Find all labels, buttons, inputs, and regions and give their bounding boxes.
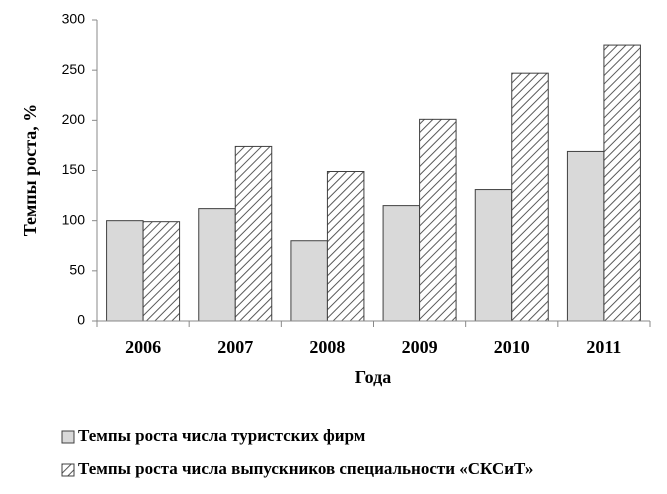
x-tick-label: 2006: [125, 337, 161, 357]
y-axis-title: Темпы роста, %: [20, 104, 40, 237]
x-tick-label: 2010: [494, 337, 530, 357]
x-tick-label: 2007: [217, 337, 253, 357]
bar: [566, 150, 605, 322]
x-tick-label: 2009: [402, 337, 438, 357]
y-tick-label: 300: [62, 11, 86, 27]
bar: [198, 208, 236, 322]
y-tick-label: 100: [62, 211, 86, 227]
legend-swatch: [61, 463, 75, 477]
bar: [142, 221, 181, 322]
x-tick-label: 2011: [586, 337, 621, 357]
bar: [382, 205, 421, 322]
bar: [290, 240, 328, 322]
bar: [511, 72, 549, 322]
bar: [106, 220, 144, 322]
y-tick-label: 150: [62, 161, 86, 177]
x-axis-title: Года: [355, 367, 391, 387]
y-tick-label: 200: [62, 111, 86, 127]
legend-label: Темпы роста числа туристских фирм: [78, 426, 366, 445]
y-tick-label: 50: [69, 262, 85, 278]
y-tick-label: 250: [62, 61, 86, 77]
bar: [234, 145, 273, 322]
x-tick-label: 2008: [309, 337, 345, 357]
bar: [603, 44, 641, 322]
legend-swatch: [61, 430, 75, 444]
bar: [326, 171, 365, 322]
bar: [419, 118, 457, 322]
legend-label: Темпы роста числа выпускников специально…: [78, 459, 533, 478]
bar: [474, 189, 513, 322]
y-tick-label: 0: [77, 312, 85, 328]
